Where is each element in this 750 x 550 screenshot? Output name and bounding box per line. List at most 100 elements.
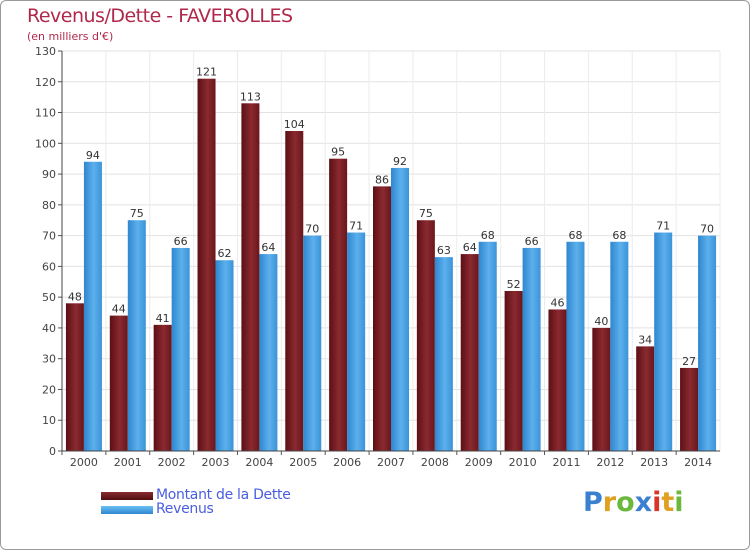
- data-label-revenue: 71: [656, 220, 670, 233]
- bar-revenue: [610, 241, 629, 451]
- chart-title: Revenus/Dette - FAVEROLLES: [27, 5, 293, 27]
- x-tick-label: 2000: [70, 456, 98, 469]
- y-tick-label: 100: [35, 137, 56, 150]
- bar-revenue: [698, 235, 717, 451]
- bar-debt: [241, 103, 260, 452]
- data-label-debt: 86: [375, 173, 389, 186]
- bar-debt: [373, 186, 391, 451]
- bar-debt: [153, 324, 172, 451]
- data-label-revenue: 68: [481, 229, 495, 242]
- bar-debt: [504, 291, 523, 451]
- legend-swatch-debt: [101, 492, 153, 500]
- data-label-debt: 64: [463, 241, 477, 254]
- y-tick-label: 80: [42, 199, 56, 212]
- data-label-revenue: 63: [437, 244, 451, 257]
- data-label-revenue: 71: [349, 220, 363, 233]
- x-tick-label: 2002: [158, 456, 186, 469]
- bar-debt: [636, 346, 655, 451]
- x-tick-label: 2011: [552, 456, 580, 469]
- y-tick-label: 20: [42, 383, 56, 396]
- chart-subtitle: (en milliers d'€): [27, 30, 114, 43]
- y-tick-label: 0: [49, 445, 56, 458]
- data-label-revenue: 75: [130, 207, 144, 220]
- x-tick-label: 2012: [596, 456, 624, 469]
- y-tick-label: 40: [42, 322, 56, 335]
- bar-revenue: [654, 232, 673, 451]
- data-label-debt: 44: [112, 303, 126, 316]
- logo-letter: i: [652, 487, 662, 518]
- data-label-debt: 27: [682, 355, 696, 368]
- data-label-revenue: 92: [393, 155, 407, 168]
- logo-letter: x: [634, 487, 653, 518]
- bar-revenue: [303, 235, 322, 451]
- bar-debt: [416, 220, 435, 451]
- bar-revenue: [391, 167, 409, 451]
- data-label-debt: 75: [419, 207, 433, 220]
- y-tick-label: 130: [35, 45, 56, 58]
- x-tick-label: 2001: [114, 456, 142, 469]
- data-label-debt: 40: [594, 315, 608, 328]
- bar-debt: [548, 309, 567, 451]
- bar-revenue: [566, 241, 585, 451]
- logo-letter: o: [616, 487, 635, 518]
- bar-debt: [680, 367, 699, 451]
- data-label-debt: 41: [156, 312, 170, 325]
- proxiti-logo: Proxiti: [583, 487, 684, 518]
- bar-revenue: [83, 161, 102, 451]
- data-label-revenue: 62: [218, 247, 232, 260]
- data-label-debt: 46: [550, 296, 564, 309]
- data-label-revenue: 70: [700, 223, 714, 236]
- legend-label-debt: Montant de la Dette: [156, 487, 291, 503]
- bar-debt: [65, 303, 84, 451]
- bar-revenue: [434, 257, 453, 451]
- logo-letter: i: [674, 487, 684, 518]
- data-label-debt: 113: [240, 90, 261, 103]
- x-tick-label: 2009: [465, 456, 493, 469]
- data-label-debt: 52: [507, 278, 521, 291]
- data-label-debt: 95: [331, 146, 345, 159]
- bar-revenue: [171, 247, 190, 451]
- bar-debt: [197, 78, 216, 451]
- data-label-revenue: 66: [174, 235, 188, 248]
- y-tick-label: 30: [42, 353, 56, 366]
- bar-debt: [592, 327, 611, 451]
- x-tick-label: 2005: [289, 456, 317, 469]
- x-tick-label: 2004: [245, 456, 273, 469]
- data-label-revenue: 66: [525, 235, 539, 248]
- y-tick-label: 90: [42, 168, 56, 181]
- y-tick-label: 10: [42, 414, 56, 427]
- y-tick-label: 120: [35, 76, 56, 89]
- bar-revenue: [347, 232, 366, 451]
- logo-letter: t: [661, 487, 675, 518]
- y-tick-label: 110: [35, 107, 56, 120]
- x-tick-label: 2010: [509, 456, 537, 469]
- y-tick-label: 70: [42, 230, 56, 243]
- bar-debt: [460, 254, 479, 451]
- bar-revenue: [478, 241, 497, 451]
- x-tick-label: 2008: [421, 456, 449, 469]
- bar-revenue: [127, 220, 146, 451]
- bar-revenue: [215, 260, 234, 451]
- bar-debt: [109, 315, 128, 451]
- bar-debt: [329, 158, 348, 451]
- data-label-debt: 121: [196, 66, 217, 79]
- legend-swatch-revenue: [101, 506, 153, 514]
- legend-label-revenue: Revenus: [156, 501, 214, 517]
- data-label-debt: 104: [284, 118, 305, 131]
- bar-revenue: [522, 247, 541, 451]
- x-tick-label: 2006: [333, 456, 361, 469]
- x-tick-label: 2007: [377, 456, 405, 469]
- logo-letter: P: [583, 487, 603, 518]
- x-tick-label: 2003: [202, 456, 230, 469]
- data-label-revenue: 68: [612, 229, 626, 242]
- logo-letter: r: [602, 487, 617, 518]
- bar-revenue: [259, 254, 278, 451]
- data-label-revenue: 94: [86, 149, 100, 162]
- y-tick-label: 50: [42, 291, 56, 304]
- data-label-revenue: 64: [261, 241, 275, 254]
- x-tick-label: 2013: [640, 456, 668, 469]
- bar-debt: [285, 131, 304, 451]
- y-tick-label: 60: [42, 260, 56, 273]
